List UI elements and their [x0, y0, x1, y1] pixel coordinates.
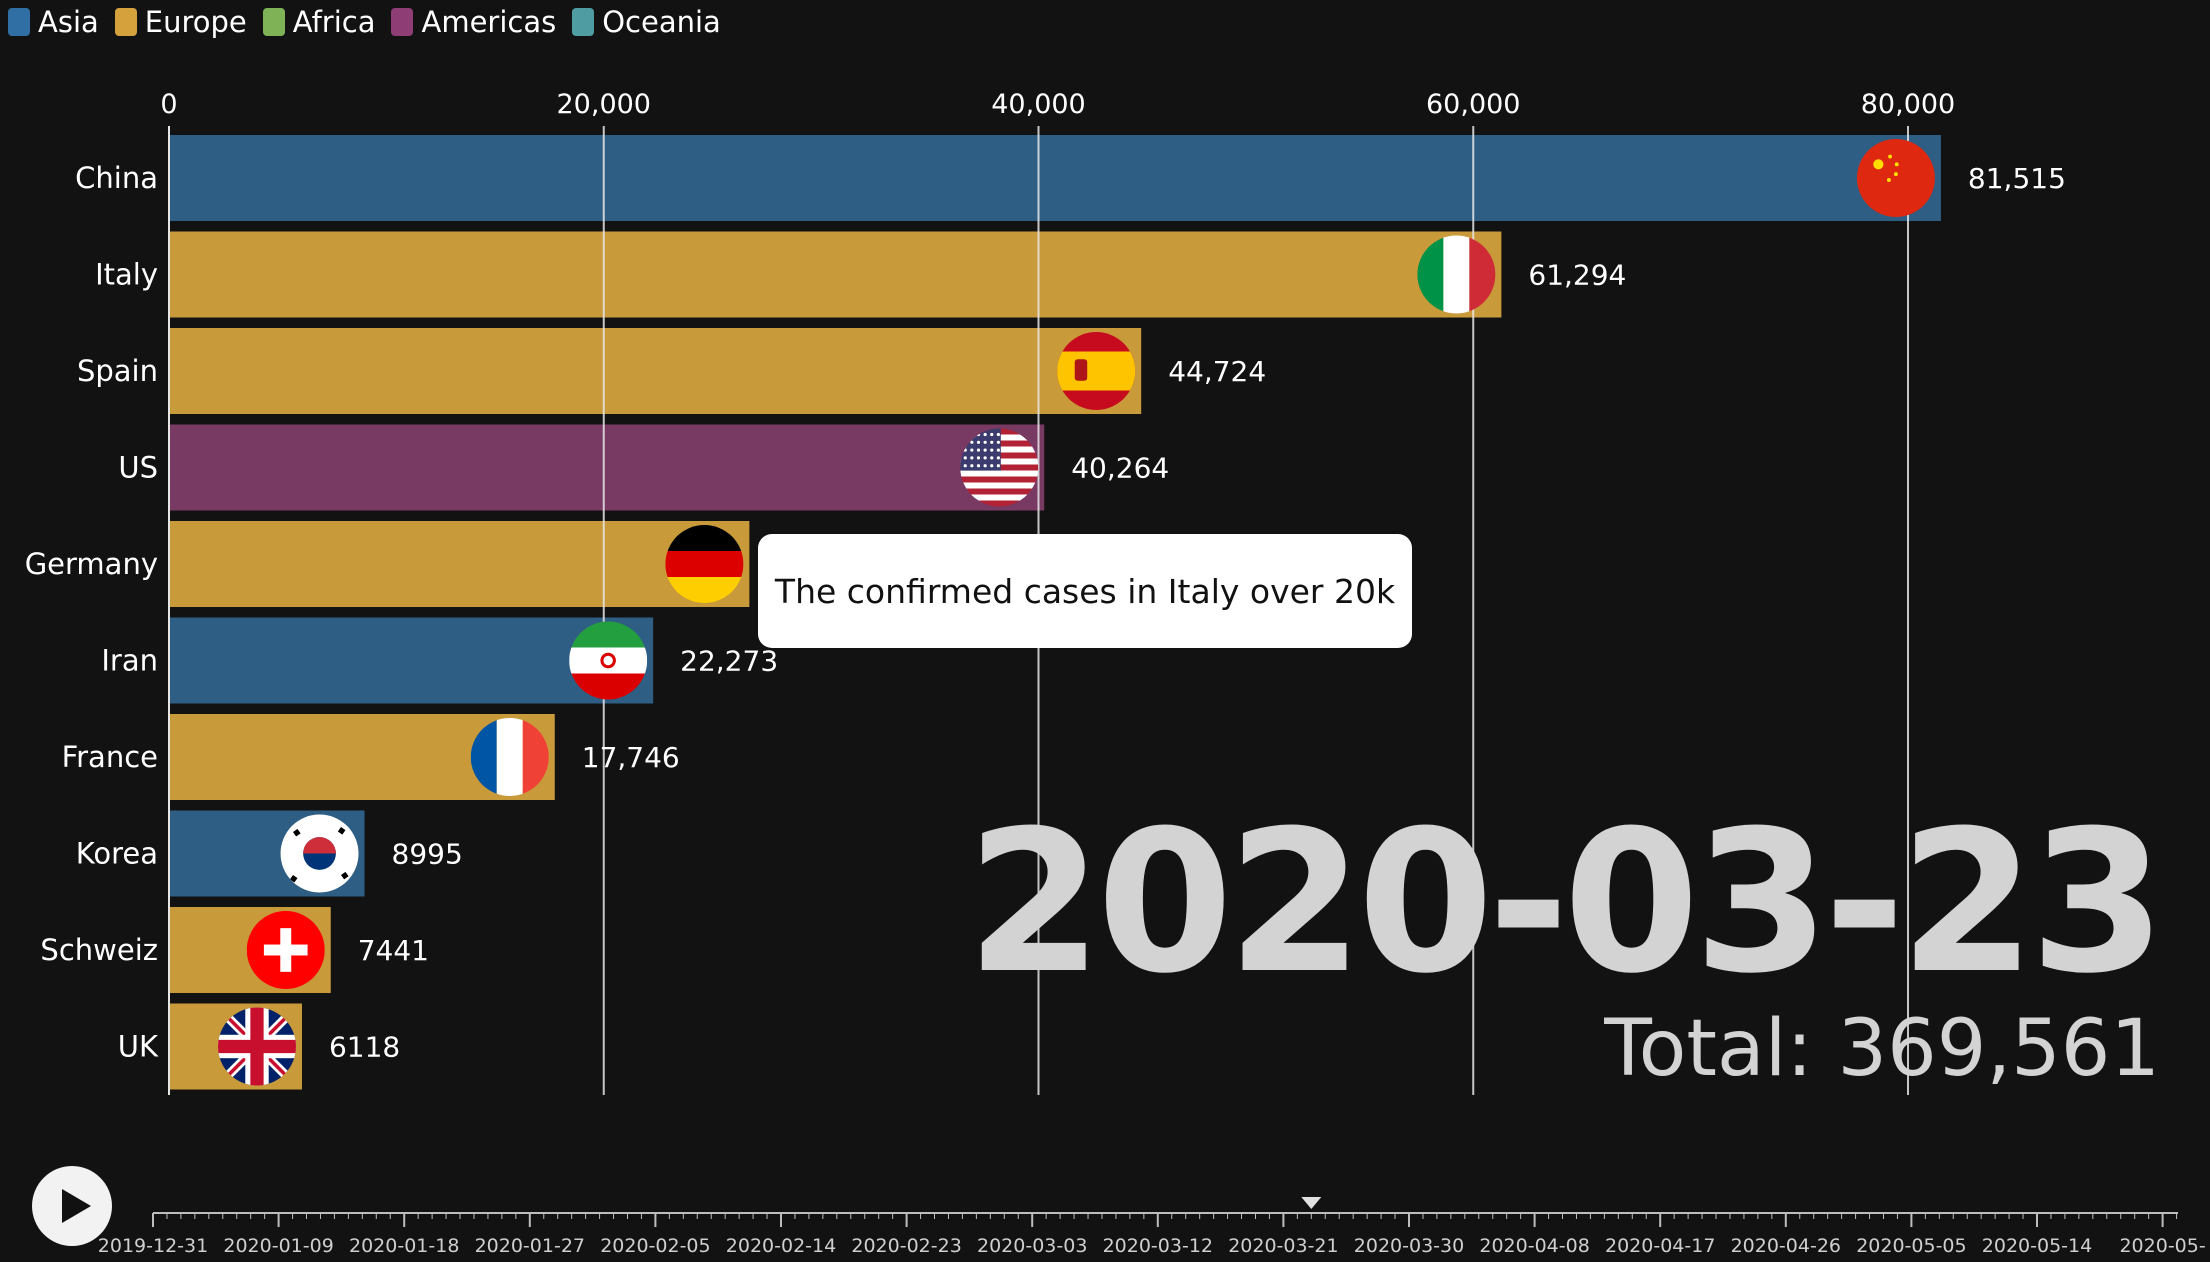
timeline-label: 2020-01-18 — [349, 1235, 459, 1257]
legend-item-europe[interactable]: Europe — [114, 5, 247, 39]
x-tick-label: 0 — [160, 89, 177, 120]
annotation-callout: The confirmed cases in Italy over 20k — [758, 534, 1412, 648]
timeline-label: 2020-04-08 — [1479, 1235, 1589, 1257]
legend-label: Oceania — [602, 5, 721, 39]
timeline-label: 2020-05-14 — [1982, 1235, 2092, 1257]
value-label: 8995 — [392, 838, 463, 871]
legend-item-africa[interactable]: Africa — [262, 5, 376, 39]
legend-label: Americas — [421, 5, 557, 39]
category-label: France — [62, 740, 158, 774]
timeline-handle[interactable] — [1301, 1197, 1322, 1209]
timeline-label: 2020-04-26 — [1731, 1235, 1841, 1257]
bar-italy — [169, 231, 1502, 318]
bar-us — [169, 424, 1045, 511]
value-label: 6118 — [329, 1031, 400, 1064]
timeline-label: 2019-12-31 — [98, 1235, 208, 1257]
legend-label: Asia — [38, 5, 99, 39]
legend-item-asia[interactable]: Asia — [8, 5, 99, 39]
value-label: 81,515 — [1968, 162, 2066, 195]
value-label: 17,746 — [582, 741, 680, 774]
value-label: 40,264 — [1071, 452, 1169, 485]
timeline-label: 2020-02-14 — [726, 1235, 836, 1257]
category-label: Germany — [25, 547, 158, 581]
legend-item-oceania[interactable]: Oceania — [572, 5, 721, 39]
timeline-label: 2020-04-17 — [1605, 1235, 1715, 1257]
play-icon — [62, 1189, 91, 1223]
x-tick-label: 80,000 — [1861, 89, 1955, 120]
legend-item-americas[interactable]: Americas — [391, 5, 556, 39]
switzerland-flag-icon — [246, 911, 325, 989]
legend: Asia Europe Africa Americas Oceania — [8, 4, 737, 40]
category-label: US — [118, 451, 158, 485]
timeline-label: 2020-05- — [2119, 1235, 2205, 1257]
category-label: Spain — [77, 354, 158, 388]
bar-spain — [169, 328, 1142, 414]
x-tick-label: 20,000 — [557, 89, 651, 120]
x-tick-label: 60,000 — [1426, 89, 1520, 120]
labels-layer: China 81,515 Italy 61,294 Spain 44,724 US 40,26… — [25, 139, 2066, 1086]
value-label: 44,724 — [1168, 355, 1266, 388]
timeline-label: 2020-03-21 — [1228, 1235, 1338, 1257]
bar-germany — [169, 521, 750, 607]
value-label: 7441 — [358, 934, 429, 967]
us-flag-icon — [960, 428, 1039, 507]
timeline-label: 2020-03-30 — [1354, 1235, 1464, 1257]
italy-flag-icon — [1417, 235, 1496, 314]
bar-china — [169, 135, 1941, 221]
timeline-label: 2020-01-27 — [475, 1235, 585, 1257]
date-display: 2020-03-23 — [966, 789, 2166, 1017]
legend-swatch — [572, 8, 595, 36]
category-label: Schweiz — [40, 933, 158, 967]
legend-swatch — [8, 8, 30, 36]
x-tick-label: 40,000 — [991, 89, 1085, 120]
annotation-text: The confirmed cases in Italy over 20k — [774, 571, 1396, 611]
category-label: Korea — [76, 837, 158, 871]
timeline-label: 2020-02-05 — [600, 1235, 710, 1257]
legend-label: Africa — [292, 5, 376, 39]
timeline-slider[interactable]: 2019-12-31 2020-01-09 2020-01-18 2020-01-27… — [0, 1180, 2210, 1262]
spain-flag-icon — [1057, 332, 1136, 410]
korea-flag-icon — [280, 814, 359, 893]
timeline-label: 2020-02-23 — [851, 1235, 961, 1257]
value-label: 22,273 — [680, 645, 778, 678]
iran-flag-icon — [569, 621, 648, 700]
legend-label: Europe — [144, 5, 247, 39]
category-label: Iran — [101, 644, 158, 678]
timeline-label: 2020-03-12 — [1103, 1235, 1213, 1257]
germany-flag-icon — [665, 525, 744, 603]
france-flag-icon — [470, 718, 549, 796]
category-label: Italy — [95, 258, 158, 292]
uk-flag-icon — [217, 1007, 296, 1086]
legend-swatch — [114, 8, 137, 36]
legend-swatch — [262, 8, 285, 36]
play-button[interactable] — [32, 1166, 112, 1246]
category-label: China — [75, 161, 158, 195]
timeline-label: 2020-03-03 — [977, 1235, 1087, 1257]
timeline-label: 2020-05-05 — [1856, 1235, 1966, 1257]
category-label: UK — [118, 1030, 159, 1064]
total-display: Total: 369,561 — [1604, 1004, 2160, 1094]
timeline-label: 2020-01-09 — [223, 1235, 333, 1257]
value-label: 61,294 — [1528, 259, 1626, 292]
legend-swatch — [391, 8, 414, 36]
china-flag-icon — [1856, 139, 1935, 217]
